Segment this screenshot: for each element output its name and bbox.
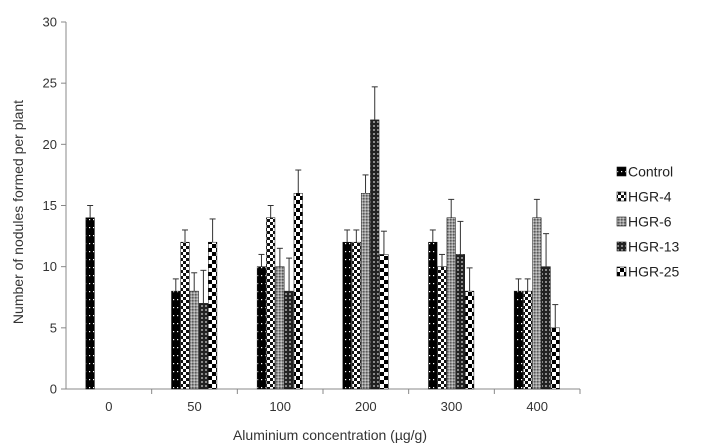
x-axis-title: Aluminium concentration (µg/g) (233, 427, 427, 443)
bar-hgr-25-200 (379, 254, 389, 390)
bar-control-200 (342, 241, 352, 390)
legend: Control HGR-4 HGR-6 HGR-13 HGR-25 (616, 164, 680, 280)
bar-hgr-4-200 (351, 241, 361, 390)
bar-hgr-13-400 (541, 266, 551, 390)
y-tick-label: 0 (50, 382, 57, 397)
bar-control-300 (428, 241, 438, 390)
y-tick-label: 30 (43, 15, 57, 30)
bar-control-0 (85, 217, 95, 390)
y-tick-label: 15 (43, 198, 57, 213)
bar-control-100 (256, 266, 267, 390)
legend-swatch-hgr-4 (616, 191, 627, 202)
legend-label-hgr-6: HGR-6 (628, 214, 672, 230)
bar-hgr-4-100 (266, 217, 276, 390)
bar-hgr-6-200 (360, 193, 371, 390)
y-axis-title: Number of nodules formed per plant (10, 100, 26, 324)
legend-swatch-hgr-13 (616, 241, 627, 252)
bar-hgr-13-100 (284, 290, 294, 390)
y-tick-label: 20 (43, 137, 57, 152)
y-tick-label: 10 (43, 259, 57, 274)
bar-hgr-6-50 (189, 290, 199, 390)
legend-swatch-hgr-6 (616, 216, 627, 227)
bar-hgr-4-300 (437, 266, 447, 390)
x-tick-label: 400 (526, 399, 548, 414)
bar-hgr-6-400 (532, 217, 542, 390)
legend-swatch-hgr-25 (616, 266, 627, 277)
legend-swatch-control (616, 166, 627, 177)
bar-hgr-13-50 (198, 303, 208, 390)
bar-hgr-6-100 (275, 266, 285, 390)
bar-hgr-13-200 (370, 119, 380, 390)
x-tick-label: 50 (187, 399, 201, 414)
x-tick-label: 200 (355, 399, 377, 414)
bar-hgr-25-300 (465, 290, 475, 390)
x-tick-label: 0 (105, 399, 112, 414)
y-tick-label: 5 (50, 320, 57, 335)
legend-label-hgr-4: HGR-4 (628, 189, 672, 205)
bar-hgr-13-300 (455, 254, 465, 390)
bar-hgr-6-300 (446, 217, 456, 390)
bar-hgr-4-50 (180, 241, 190, 390)
bar-hgr-4-400 (523, 290, 533, 390)
y-tick-label: 25 (43, 76, 57, 91)
legend-label-hgr-25: HGR-25 (628, 264, 680, 280)
legend-label-hgr-13: HGR-13 (628, 239, 680, 255)
bar-hgr-25-100 (293, 193, 303, 390)
bar-control-50 (171, 290, 181, 390)
legend-label-control: Control (628, 164, 673, 180)
bar-hgr-25-50 (208, 241, 218, 390)
bar-hgr-25-400 (550, 327, 560, 390)
x-tick-label: 300 (441, 399, 463, 414)
x-tick-label: 100 (269, 399, 291, 414)
bar-control-400 (513, 290, 524, 390)
